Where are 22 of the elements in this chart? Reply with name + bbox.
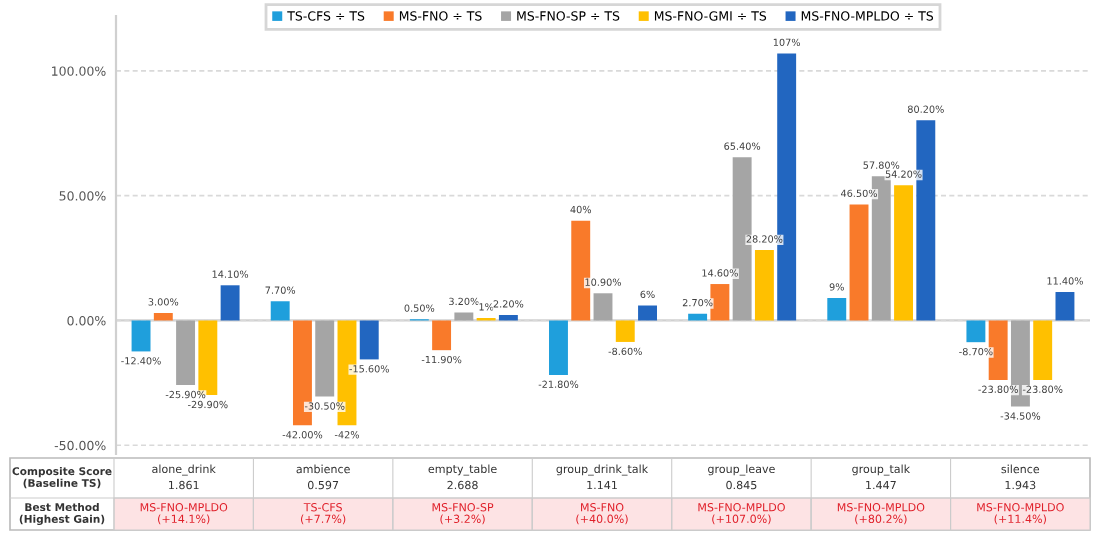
bar (894, 185, 914, 321)
bar (754, 250, 774, 321)
bar (638, 305, 657, 321)
bar (176, 320, 196, 386)
bar (131, 320, 151, 352)
bar (359, 320, 379, 360)
bar (153, 312, 173, 321)
bar (966, 320, 986, 343)
bar (454, 312, 474, 321)
bar (315, 320, 335, 397)
bar (498, 314, 518, 321)
bar (220, 285, 240, 321)
bar (827, 298, 847, 321)
bar (549, 320, 568, 375)
bar (1055, 292, 1075, 321)
bar (593, 293, 613, 321)
bar (615, 320, 635, 342)
bar (1033, 320, 1053, 380)
bar (432, 320, 452, 351)
bar (270, 301, 290, 321)
bar (710, 284, 730, 321)
bar (849, 204, 869, 321)
